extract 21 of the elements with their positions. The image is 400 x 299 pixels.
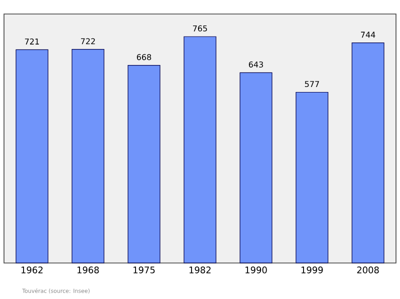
bar [72, 49, 104, 264]
data-label: 744 [361, 32, 376, 38]
data-label: 722 [81, 38, 95, 44]
data-label: 668 [136, 54, 152, 60]
data-label: 765 [193, 25, 207, 32]
bar [296, 92, 328, 264]
x-tick-label: 1982 [190, 266, 211, 274]
x-tick-label: 1962 [22, 266, 43, 274]
data-label: 721 [25, 38, 39, 44]
x-tick-label: 1968 [78, 266, 99, 274]
bar [184, 36, 216, 264]
bar [352, 42, 384, 264]
x-tick-label: 1990 [246, 266, 267, 274]
data-label: 643 [248, 61, 263, 68]
data-label: 577 [304, 81, 319, 88]
x-tick-label: 1999 [302, 266, 323, 274]
bar [16, 49, 48, 264]
bar [240, 72, 272, 264]
x-tick-label: 2008 [357, 266, 379, 274]
bar [128, 65, 160, 264]
x-tick-label: 1975 [134, 266, 155, 274]
